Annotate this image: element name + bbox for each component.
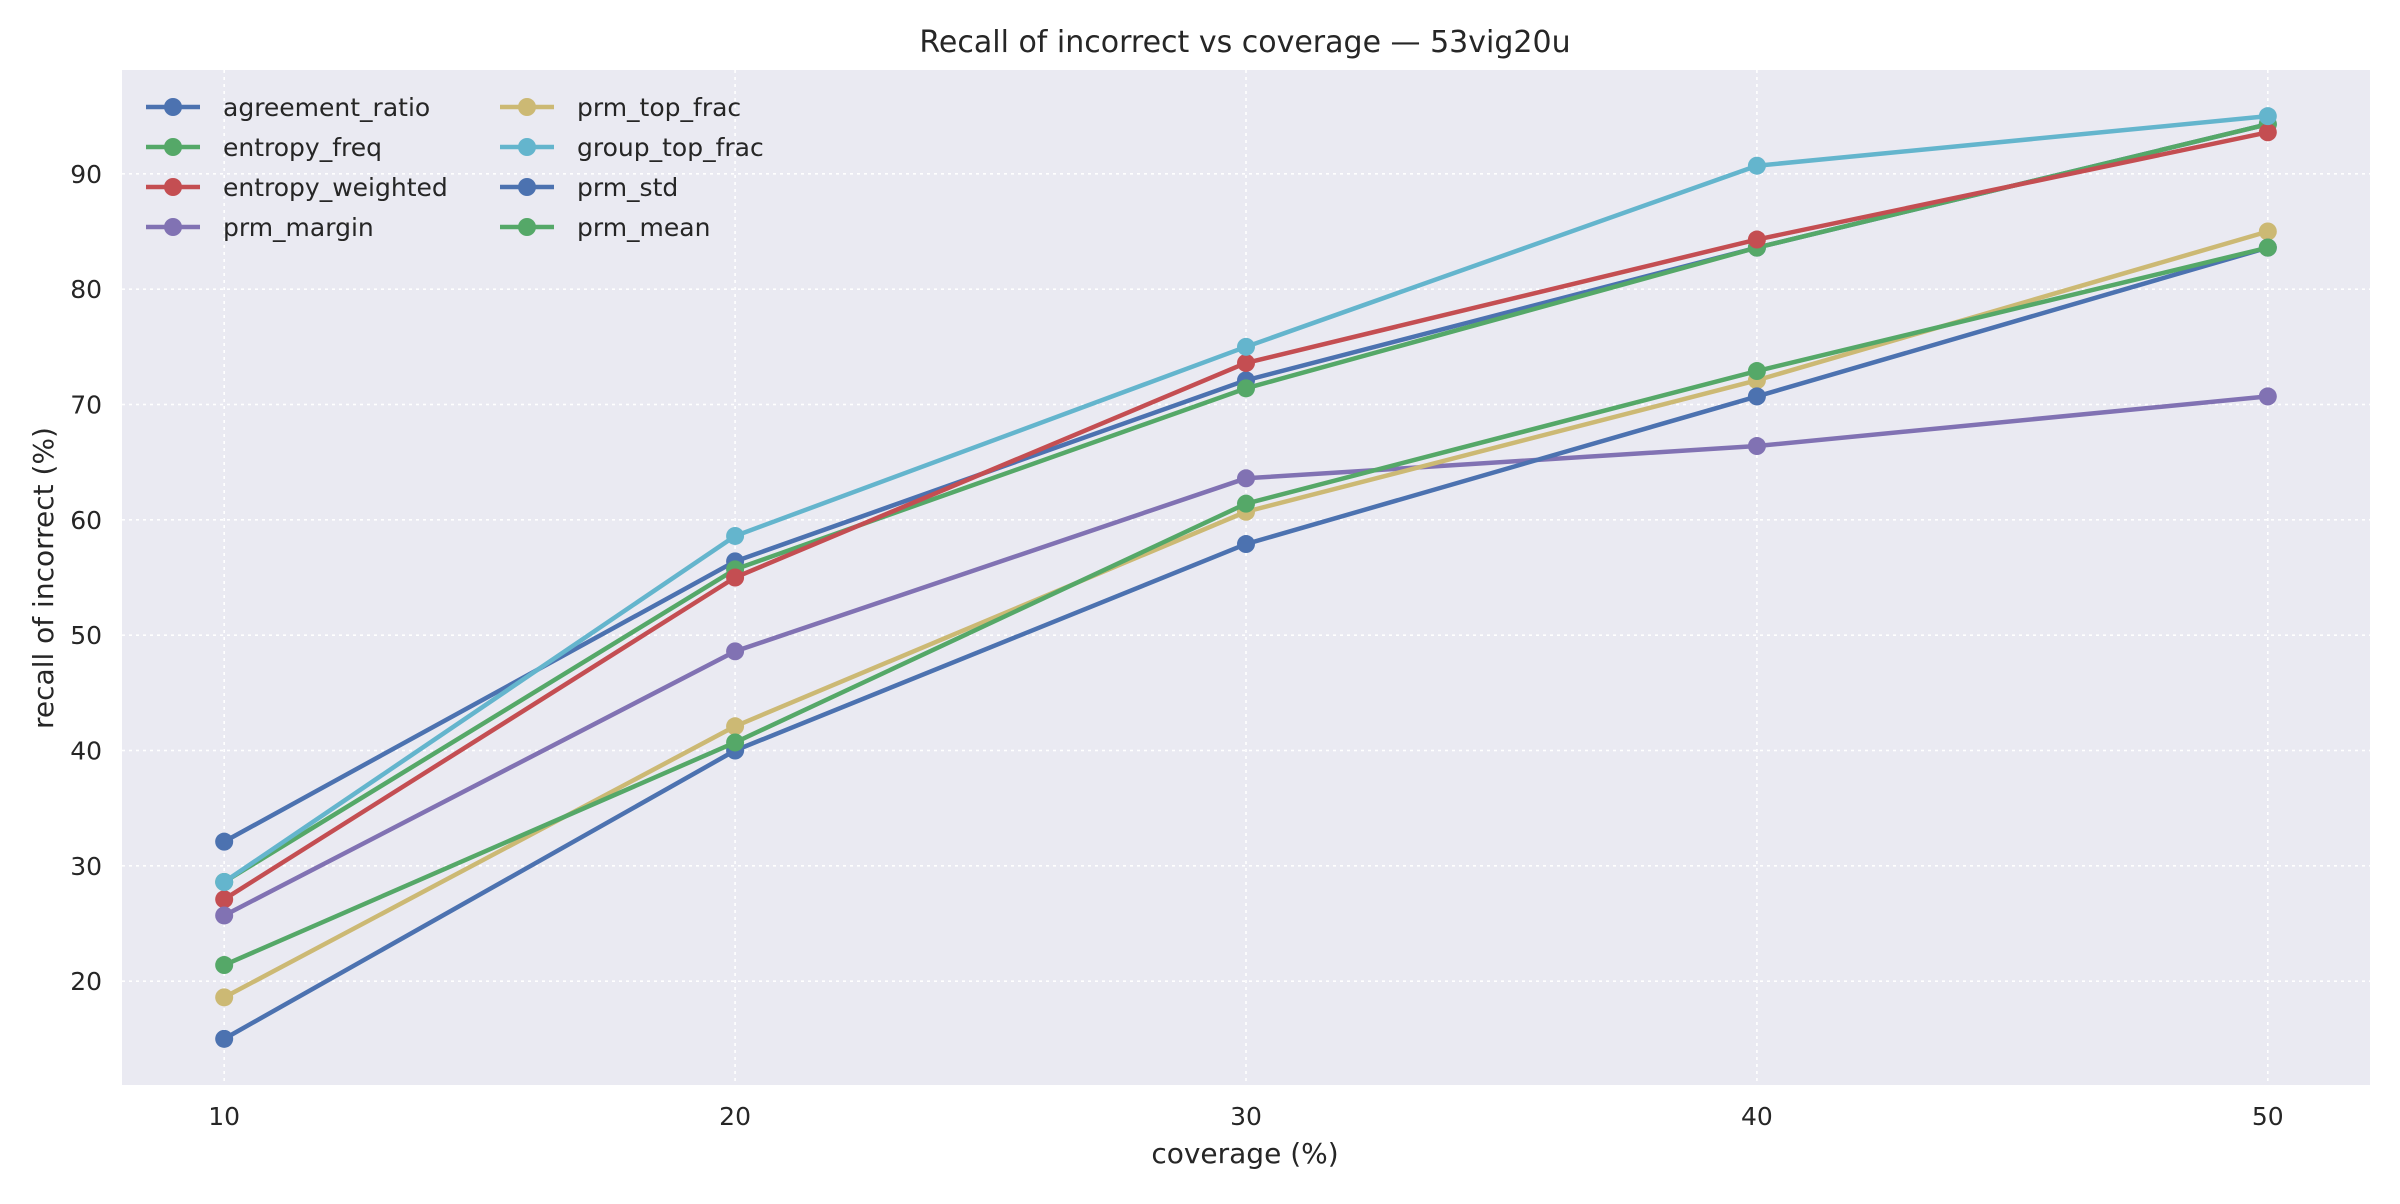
y-axis-label: recall of incorrect (%) (27, 427, 60, 729)
data-point (1237, 379, 1255, 398)
data-point (2258, 107, 2277, 126)
legend-label: agreement_ratio (223, 93, 430, 122)
y-tick-label: 50 (70, 621, 102, 650)
legend-marker (164, 138, 182, 156)
y-tick-label: 30 (70, 852, 102, 881)
data-point (215, 890, 234, 909)
x-tick-label: 30 (1230, 1102, 1262, 1131)
data-point (2258, 387, 2277, 406)
data-point (1237, 535, 1255, 554)
data-point (1237, 353, 1255, 372)
legend-label: entropy_freq (223, 133, 382, 162)
data-point (1237, 494, 1255, 513)
legend-marker (518, 178, 536, 196)
chart-title: Recall of incorrect vs coverage — 53vig2… (919, 25, 1570, 60)
legend-marker (164, 178, 182, 196)
data-point (1747, 437, 1766, 456)
x-tick-label: 20 (719, 1102, 751, 1131)
series-prm_mean (215, 238, 2277, 975)
legend-label: prm_mean (577, 213, 710, 242)
legend-marker (518, 138, 536, 156)
y-tick-label: 60 (70, 506, 102, 535)
data-point (2258, 222, 2277, 241)
data-point (726, 733, 745, 752)
data-point (215, 1029, 234, 1048)
legend-marker (518, 98, 536, 116)
legend-label: entropy_weighted (223, 173, 448, 202)
series-group_top_frac (215, 107, 2277, 891)
legend-marker (164, 98, 182, 116)
legend-item: group_top_frac (500, 133, 764, 162)
data-point (726, 642, 745, 661)
data-point (2258, 238, 2277, 257)
series-entropy_weighted (215, 123, 2277, 909)
x-tick-label: 50 (2252, 1102, 2284, 1131)
data-point (2258, 123, 2277, 142)
data-point (215, 956, 234, 975)
legend-item: entropy_weighted (146, 173, 448, 202)
data-point (215, 832, 234, 851)
x-axis-label: coverage (%) (1151, 1137, 1338, 1170)
legend-label: prm_margin (223, 213, 374, 242)
legend-item: prm_mean (500, 213, 710, 242)
data-point (726, 717, 745, 736)
legend-label: group_top_frac (577, 133, 764, 162)
data-point (1747, 362, 1766, 381)
legend-item: prm_top_frac (500, 93, 741, 122)
data-point (1747, 156, 1766, 175)
data-point (1237, 469, 1255, 488)
x-tick-label: 10 (208, 1102, 240, 1131)
y-tick-label: 40 (70, 737, 102, 766)
legend-marker (164, 218, 182, 236)
series-prm_margin (215, 387, 2277, 925)
data-point (215, 906, 234, 925)
y-tick-label: 20 (70, 967, 102, 996)
data-point (215, 873, 234, 891)
data-point (726, 526, 745, 545)
legend-item: prm_std (500, 173, 678, 202)
x-tick-label: 40 (1741, 1102, 1773, 1131)
data-point (726, 568, 745, 587)
data-point (1237, 337, 1255, 356)
y-tick-label: 80 (70, 275, 102, 304)
legend-label: prm_top_frac (577, 93, 741, 122)
legend-item: entropy_freq (146, 133, 382, 162)
legend-marker (518, 218, 536, 236)
data-point (1747, 387, 1766, 406)
data-point (215, 988, 234, 1007)
y-tick-label: 70 (70, 390, 102, 419)
legend-label: prm_std (577, 173, 678, 202)
legend-item: agreement_ratio (146, 93, 430, 122)
data-point (1747, 230, 1766, 249)
legend-item: prm_margin (146, 213, 374, 242)
y-tick-label: 90 (70, 160, 102, 189)
